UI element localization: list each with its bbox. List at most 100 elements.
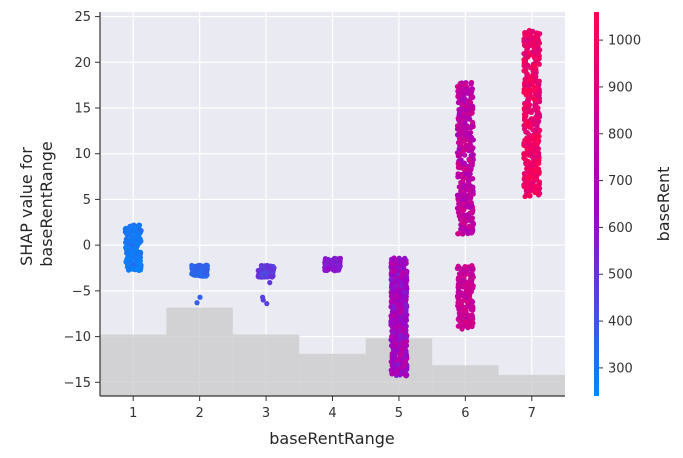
data-point (454, 192, 461, 198)
data-point (133, 229, 139, 235)
data-point (203, 266, 209, 272)
data-point (138, 228, 144, 234)
data-point (123, 225, 129, 231)
data-point (403, 280, 409, 286)
y-axis-title-line-2: baseRentRange (37, 141, 56, 267)
data-point (136, 222, 142, 229)
data-point (536, 133, 542, 139)
data-point (533, 79, 539, 85)
data-point (456, 136, 463, 142)
colorbar-tick-label: 1000 (608, 34, 641, 49)
data-point (525, 158, 532, 165)
data-point (388, 343, 395, 349)
data-point (394, 294, 400, 301)
data-point (462, 137, 468, 143)
data-point (536, 118, 542, 124)
data-point (456, 201, 462, 207)
data-point (534, 123, 540, 130)
data-point (388, 276, 394, 283)
y-tick-label: 20 (74, 56, 91, 71)
data-point (132, 239, 138, 245)
data-point (269, 267, 276, 273)
data-point (524, 151, 530, 157)
data-point (456, 184, 462, 190)
y-tick-label: −15 (64, 376, 91, 391)
data-point (459, 225, 466, 231)
histogram-bar (232, 334, 300, 396)
data-point (537, 127, 543, 133)
data-point (403, 307, 409, 314)
data-point (393, 343, 399, 349)
y-tick-label: 0 (83, 239, 91, 254)
y-tick-label: 25 (74, 10, 91, 25)
data-point (524, 91, 530, 97)
data-point (466, 223, 472, 229)
data-point (193, 268, 199, 274)
data-point (455, 88, 461, 94)
data-point (470, 106, 476, 112)
data-point (524, 135, 530, 141)
data-point (462, 120, 468, 126)
data-point (525, 97, 531, 103)
x-tick-label: 4 (328, 406, 336, 421)
data-point (531, 134, 537, 140)
data-point (455, 99, 462, 106)
data-point (530, 42, 536, 48)
histogram-bar (432, 365, 499, 396)
data-point (135, 250, 141, 256)
y-tick-label: −10 (64, 330, 91, 345)
data-point (522, 42, 528, 49)
data-point (462, 283, 468, 289)
data-point (327, 260, 333, 266)
data-point (469, 145, 475, 151)
data-point (136, 237, 143, 243)
data-point (526, 86, 533, 93)
data-point (397, 259, 403, 265)
data-point (525, 174, 532, 181)
data-point (521, 170, 527, 177)
data-point (521, 126, 528, 132)
data-point (337, 263, 343, 269)
data-point (464, 171, 470, 177)
data-point (525, 178, 531, 185)
data-point (536, 61, 542, 67)
data-point (137, 258, 143, 264)
data-point (461, 191, 467, 197)
data-point (469, 271, 475, 277)
data-point (195, 263, 201, 269)
data-point (521, 86, 527, 92)
data-point (402, 255, 408, 261)
data-point (255, 267, 261, 274)
data-point (128, 259, 134, 265)
colorbar-tick-label: 700 (608, 174, 633, 189)
data-point (456, 146, 462, 152)
data-point (463, 308, 469, 314)
data-point (536, 99, 543, 105)
data-point (391, 326, 397, 332)
data-point (455, 153, 461, 159)
data-point (532, 106, 538, 112)
x-tick-label: 5 (395, 406, 403, 421)
data-point (462, 185, 469, 192)
data-point (455, 115, 461, 121)
data-point (455, 139, 462, 146)
colorbar-tick-label: 500 (608, 268, 633, 283)
data-point (463, 294, 469, 300)
data-point (401, 265, 407, 271)
data-point (269, 274, 275, 280)
data-point (536, 53, 542, 59)
data-point (260, 297, 266, 303)
data-point (524, 146, 530, 153)
data-point (127, 225, 133, 231)
data-point (403, 349, 409, 356)
data-point (533, 189, 539, 196)
data-point (337, 258, 343, 264)
data-point (532, 127, 538, 134)
data-point (468, 81, 474, 87)
data-point (401, 295, 407, 301)
data-point (462, 319, 469, 325)
histogram-bar (100, 334, 167, 396)
data-point (461, 216, 467, 222)
data-point (530, 49, 536, 55)
